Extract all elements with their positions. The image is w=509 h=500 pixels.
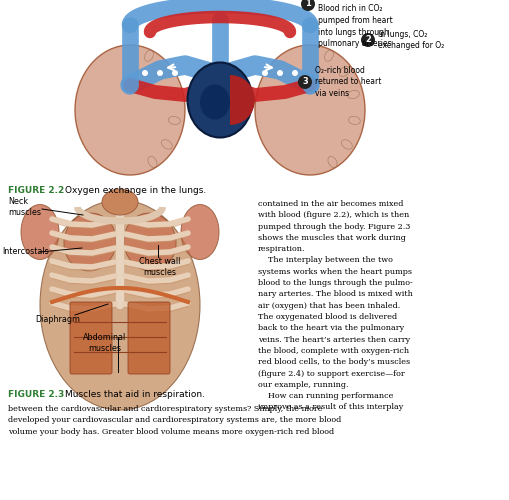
Text: O₂-rich blood
returned to heart
via veins: O₂-rich blood returned to heart via vein… [315, 66, 381, 98]
Ellipse shape [64, 213, 116, 271]
Text: In lungs, CO₂
exchanged for O₂: In lungs, CO₂ exchanged for O₂ [377, 30, 443, 50]
Text: Intercostals: Intercostals [2, 248, 49, 256]
Text: Abdominal
muscles: Abdominal muscles [83, 334, 126, 352]
Text: Chest wall
muscles: Chest wall muscles [139, 258, 180, 276]
Ellipse shape [124, 213, 176, 271]
Circle shape [142, 70, 148, 76]
Circle shape [276, 70, 282, 76]
Circle shape [297, 75, 312, 89]
Circle shape [292, 70, 297, 76]
FancyBboxPatch shape [70, 302, 112, 374]
Text: Oxygen exchange in the lungs.: Oxygen exchange in the lungs. [65, 186, 206, 195]
Text: between the cardiovascular and cardiorespiratory systems? Simply, the more
devel: between the cardiovascular and cardiores… [8, 405, 341, 436]
Text: Diaphragm: Diaphragm [36, 316, 80, 324]
Ellipse shape [40, 200, 200, 410]
Text: contained in the air becomes mixed
with blood (figure 2.2), which is then
pumped: contained in the air becomes mixed with … [258, 200, 412, 412]
Text: Neck
muscles: Neck muscles [8, 198, 41, 216]
Ellipse shape [254, 45, 364, 175]
Text: 1: 1 [304, 0, 310, 8]
Text: 3: 3 [301, 78, 307, 86]
Ellipse shape [21, 204, 59, 260]
Text: Blood rich in CO₂
pumped from heart
into lungs through
pulmonary arteries: Blood rich in CO₂ pumped from heart into… [318, 4, 392, 48]
Ellipse shape [187, 62, 252, 138]
Text: 2: 2 [364, 36, 370, 44]
Ellipse shape [75, 45, 185, 175]
Ellipse shape [200, 84, 230, 120]
Circle shape [262, 70, 267, 76]
Text: FIGURE 2.3: FIGURE 2.3 [8, 390, 64, 399]
Wedge shape [230, 75, 254, 125]
Text: Muscles that aid in respiration.: Muscles that aid in respiration. [65, 390, 205, 399]
Circle shape [300, 0, 315, 11]
Circle shape [157, 70, 163, 76]
Circle shape [172, 70, 178, 76]
Ellipse shape [181, 204, 218, 260]
Ellipse shape [102, 189, 138, 215]
Circle shape [360, 33, 374, 47]
Text: FIGURE 2.2: FIGURE 2.2 [8, 186, 64, 195]
FancyBboxPatch shape [128, 302, 169, 374]
